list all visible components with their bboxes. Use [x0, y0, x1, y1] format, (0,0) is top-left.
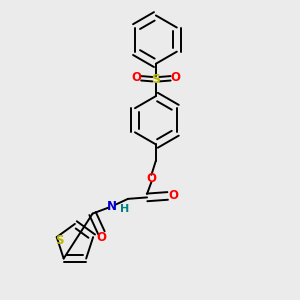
Text: O: O: [168, 189, 178, 203]
Text: N: N: [107, 200, 117, 213]
Text: O: O: [132, 71, 142, 84]
Text: H: H: [120, 204, 130, 214]
Text: S: S: [152, 74, 160, 86]
Text: O: O: [170, 71, 180, 84]
Text: O: O: [146, 172, 157, 185]
Text: O: O: [96, 231, 106, 244]
Text: S: S: [56, 234, 64, 247]
